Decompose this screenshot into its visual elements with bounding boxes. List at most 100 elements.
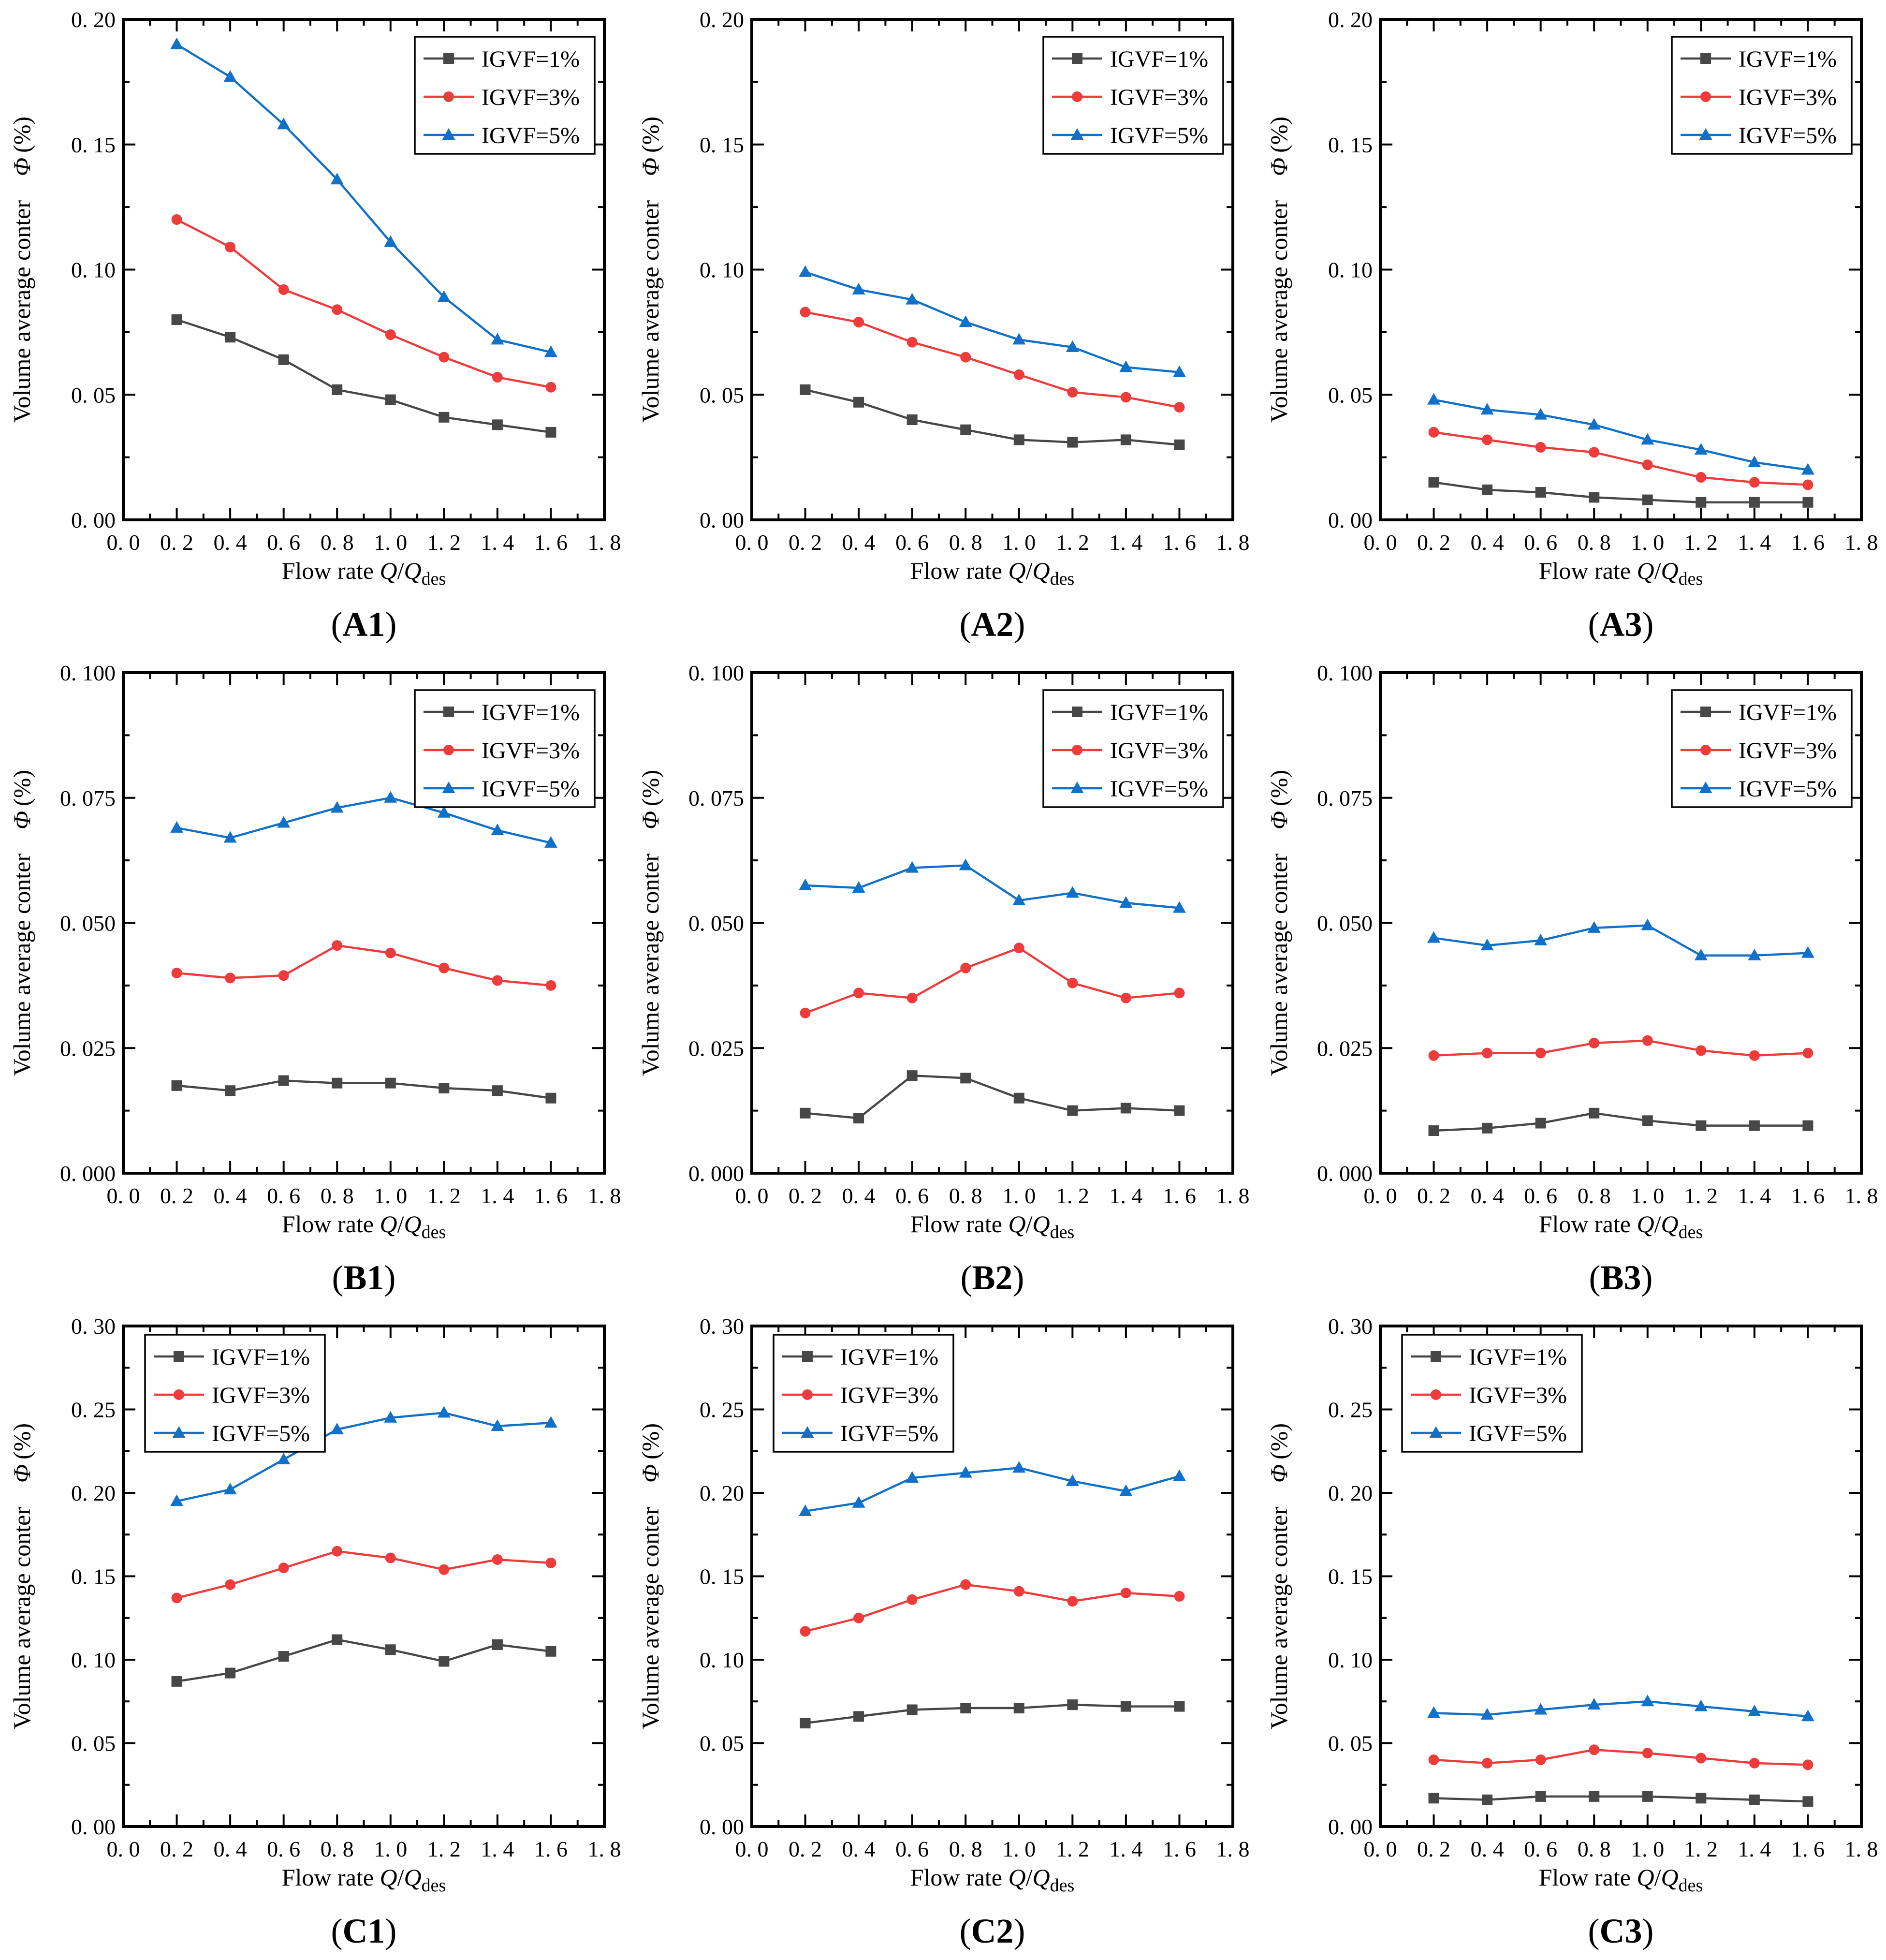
square-marker <box>853 397 864 408</box>
circle-marker <box>545 1557 556 1568</box>
triangle-marker <box>1012 893 1026 905</box>
circle-marker <box>960 962 971 973</box>
series-line-igvf-3- <box>1433 431 1808 486</box>
series-markers-igvf-5- <box>799 1461 1186 1516</box>
square-marker <box>853 1711 864 1722</box>
circle-marker <box>1067 977 1078 988</box>
x-tick-label: 0. 0 <box>735 530 769 555</box>
legend-item: IGVF=5% <box>424 776 580 802</box>
triangle-marker <box>1641 1695 1654 1707</box>
legend-label: IGVF=5% <box>212 1421 310 1446</box>
series-markers-igvf-1- <box>1428 1107 1813 1136</box>
circle-marker <box>225 973 236 984</box>
square-marker <box>1749 497 1760 508</box>
circle-marker <box>1700 91 1711 102</box>
x-tick-label: 0. 8 <box>321 1837 354 1861</box>
circle-marker <box>1642 1035 1653 1046</box>
square-marker <box>1589 492 1600 503</box>
legend-item: IGVF=5% <box>154 1421 310 1446</box>
legend-item: IGVF=3% <box>1681 85 1837 110</box>
triangle-marker <box>1699 781 1712 793</box>
chart-canvas-C2: 0. 0 0. 2 0. 4 0. 6 0. 8 1. 0 1. 2 1. 4 1. 6 1. 8… <box>637 1314 1250 1950</box>
circle-marker <box>1428 1050 1439 1061</box>
series-markers-igvf-5- <box>799 265 1186 377</box>
triangle-marker <box>223 1483 237 1495</box>
triangle-marker <box>223 70 237 82</box>
legend-label: IGVF=1% <box>482 700 580 725</box>
circle-marker <box>1802 1047 1813 1059</box>
series-markers-igvf-3- <box>1428 1744 1813 1770</box>
x-tick-labels: 0. 0 0. 2 0. 4 0. 6 0. 8 1. 0 1. 2 1. 4 1. 6 1. 8 <box>107 1837 621 1861</box>
legend-item: IGVF=1% <box>1411 1344 1567 1370</box>
x-tick-label: 0. 8 <box>321 530 354 555</box>
triangle-marker <box>1699 128 1712 140</box>
series-line-igvf-1- <box>805 1074 1180 1120</box>
square-marker <box>225 1667 236 1679</box>
x-tick-label: 1. 2 <box>1056 530 1089 555</box>
triangle-marker <box>1427 931 1441 943</box>
series-line-igvf-5- <box>176 43 551 354</box>
subplot-caption: (B3) <box>1589 1258 1653 1297</box>
x-tick-label: 0. 4 <box>214 530 247 555</box>
square-marker <box>960 1073 971 1084</box>
triangle-marker <box>1801 946 1814 958</box>
x-tick-label: 1. 8 <box>588 1183 621 1208</box>
triangle-marker <box>1070 781 1084 793</box>
triangle-marker <box>544 1416 557 1428</box>
x-tick-label: 1. 8 <box>588 1837 621 1861</box>
series-markers-igvf-3- <box>800 943 1185 1018</box>
y-tick-label: 0. 050 <box>1317 911 1373 936</box>
circle-marker <box>1535 1754 1546 1765</box>
triangle-marker <box>1480 403 1494 415</box>
square-marker <box>906 414 918 425</box>
triangle-marker <box>1119 896 1133 908</box>
circle-marker <box>800 1626 811 1637</box>
series-markers-igvf-1- <box>171 1075 556 1104</box>
square-marker <box>1428 1125 1439 1136</box>
y-tick-labels: 0. 000 0. 025 0. 050 0. 075 0. 100 <box>60 661 116 1186</box>
x-tick-label: 1. 6 <box>1163 530 1196 555</box>
y-tick-label: 0. 20 <box>700 1481 744 1505</box>
series-markers-igvf-1- <box>171 314 556 438</box>
square-marker <box>1482 484 1493 495</box>
x-tick-label: 1. 0 <box>1631 1183 1664 1208</box>
legend-label: IGVF=1% <box>1469 1344 1567 1370</box>
y-tick-label: 0. 00 <box>700 508 744 532</box>
triangle-marker <box>1694 443 1708 455</box>
subplot-B1: 0. 0 0. 2 0. 4 0. 6 0. 8 1. 0 1. 2 1. 4 1. 6 1. 8… <box>0 653 629 1307</box>
circle-marker <box>1072 91 1082 102</box>
triangle-marker <box>1012 333 1026 345</box>
square-marker <box>1428 477 1439 488</box>
y-tick-labels: 0. 00 0. 05 0. 10 0. 15 0. 20 <box>71 7 116 532</box>
series-line-igvf-5- <box>805 1466 1180 1513</box>
x-tick-label: 1. 8 <box>1845 1837 1878 1861</box>
series-line-igvf-3- <box>176 944 551 987</box>
triangle-marker <box>1748 1704 1761 1716</box>
legend-label: IGVF=1% <box>482 46 580 72</box>
subplot-caption: (A1) <box>331 605 397 644</box>
y-tick-label: 0. 075 <box>1317 786 1373 811</box>
y-tick-label: 0. 30 <box>700 1314 744 1339</box>
y-axis-label: Volume average conter Φ (%) <box>637 770 664 1076</box>
x-tick-label: 1. 6 <box>534 530 568 555</box>
chart-canvas-B1: 0. 0 0. 2 0. 4 0. 6 0. 8 1. 0 1. 2 1. 4 1. 6 1. 8… <box>8 661 621 1297</box>
circle-marker <box>853 317 864 328</box>
subplot-caption: (C1) <box>331 1912 397 1950</box>
circle-marker <box>1120 392 1131 403</box>
x-tick-labels: 0. 0 0. 2 0. 4 0. 6 0. 8 1. 0 1. 2 1. 4 1. 6 1. 8 <box>1364 1837 1878 1861</box>
y-tick-label: 0. 025 <box>1317 1036 1373 1061</box>
square-marker <box>800 1718 811 1729</box>
circle-marker <box>1802 479 1813 490</box>
chart-canvas-A2: 0. 0 0. 2 0. 4 0. 6 0. 8 1. 0 1. 2 1. 4 1. 6 1. 8… <box>637 7 1250 644</box>
triangle-marker <box>1012 1461 1026 1473</box>
circle-marker <box>906 337 918 348</box>
x-tick-label: 1. 6 <box>1791 530 1825 555</box>
x-tick-label: 1. 4 <box>481 530 514 555</box>
legend-label: IGVF=1% <box>840 1344 938 1370</box>
triangle-marker <box>170 1494 184 1506</box>
x-tick-label: 0. 0 <box>107 1837 140 1861</box>
series-line-igvf-3- <box>804 946 1180 1014</box>
circle-marker <box>1642 459 1653 471</box>
series-markers-igvf-1- <box>800 1699 1185 1729</box>
circle-marker <box>545 980 556 991</box>
